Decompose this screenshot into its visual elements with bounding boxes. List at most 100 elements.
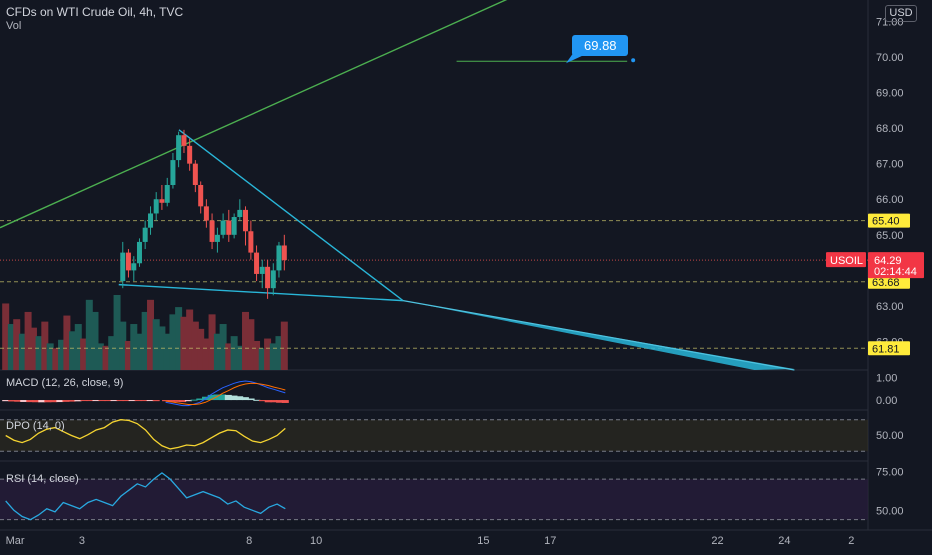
volume-bar [119,321,127,370]
macd-histogram-bar [247,398,255,401]
volume-bar [180,316,188,370]
candle-body [231,217,237,235]
macd-histogram-bar [173,400,181,402]
volume-bar [213,333,221,370]
candle-body [198,185,204,207]
volume-bar [2,303,10,370]
candle-body [120,252,126,282]
candle-body [148,213,154,228]
price-tick-label: 65.00 [876,230,904,242]
volume-bar [102,345,110,370]
time-tick-label: Mar [6,535,25,547]
macd-histogram-bar [2,400,10,402]
candle-body [159,199,165,203]
dpo-band [0,419,868,452]
volume-bar [280,321,288,370]
dpo-label[interactable]: DPO (14, 0) [6,420,65,432]
rsi-tick-label: 50.00 [876,505,904,517]
chart-title: CFDs on WTI Crude Oil, 4h, TVC [6,5,184,19]
candle-body [281,245,287,261]
macd-histogram-bar [92,400,100,402]
trendline-blue-upper [178,129,404,302]
macd-histogram-bar [116,400,124,402]
macd-histogram-bar [146,400,154,402]
price-tick-label: 71.00 [876,16,904,28]
volume-bar [152,319,160,370]
volume-bar [253,340,261,370]
macd-label[interactable]: MACD (12, 26, close, 9) [6,377,124,389]
macd-tick-label: 0.00 [876,395,897,407]
macd-histogram-bar [219,394,227,401]
macd-histogram-bar [190,399,198,401]
volume-bar [197,328,205,370]
price-label-level-high-bg [868,213,910,228]
macd-histogram-bar [26,400,34,403]
price-tick-label: 70.00 [876,52,904,64]
macd-histogram-bar [236,396,244,401]
macd-histogram-bar [86,400,94,402]
volume-bar [163,333,171,370]
callout-bubble [572,35,628,56]
macd-histogram-bar [224,394,232,401]
macd-line [165,380,286,407]
volume-bar [230,336,238,370]
macd-histogram-bar [38,400,46,403]
volume-bar [130,324,138,370]
macd-signal-line [165,382,286,406]
volume-bar [264,338,272,370]
volume-bar [242,311,250,370]
volume-bar [113,295,121,370]
volume-bar [186,309,194,370]
rsi-label[interactable]: RSI (14, close) [6,473,79,485]
macd-histogram-bar [152,400,160,402]
price-tick-label: 63.00 [876,301,904,313]
time-tick-label: 2 [848,535,854,547]
volume-bar [63,315,71,370]
dpo-tick-label: 50.00 [876,430,904,442]
candle-body [181,135,187,146]
candle-body [270,270,276,289]
dpo-line [5,419,286,450]
macd-histogram-bar [162,400,170,402]
price-tick-label: 68.00 [876,123,904,135]
macd-histogram-bar [74,400,82,402]
volume-bar [258,348,266,370]
currency-button[interactable]: USD [885,5,917,22]
volume-bar [7,324,15,370]
volume-bar [247,319,255,370]
macd-histogram-bar [104,400,112,402]
candle-body [142,227,148,242]
candle-body [170,160,176,185]
time-tick-label: 24 [778,535,790,547]
price-label-level-low-bg [868,341,910,356]
volume-bar [69,331,77,370]
time-tick-label: 15 [477,535,489,547]
candle-body [237,209,243,218]
macd-histogram-bar [270,400,278,403]
callout-pointer [566,52,584,64]
countdown-label: 02:14:44 [874,266,917,278]
price-label-level-mid-bg [868,274,910,289]
candle-body [265,266,271,289]
macd-histogram-bar [110,400,118,402]
volume-bar [18,333,26,370]
volume-bar [52,348,60,370]
price-label-level-mid: 63.68 [872,277,900,289]
candle-body [276,245,282,271]
volume-bar [147,299,155,370]
rsi-line [5,472,286,521]
macd-histogram-bar [207,394,215,401]
price-tick-label: 66.00 [876,194,904,206]
macd-histogram-bar [276,400,284,403]
candle-body [136,241,142,264]
candle-body [254,252,260,274]
macd-histogram-bar [184,400,192,402]
volume-bar [219,324,227,370]
price-tick-label: 67.00 [876,159,904,171]
volume-bar [46,343,54,370]
macd-histogram-bar [80,400,88,402]
macd-histogram-bar [253,399,261,401]
candle-body [203,206,209,221]
